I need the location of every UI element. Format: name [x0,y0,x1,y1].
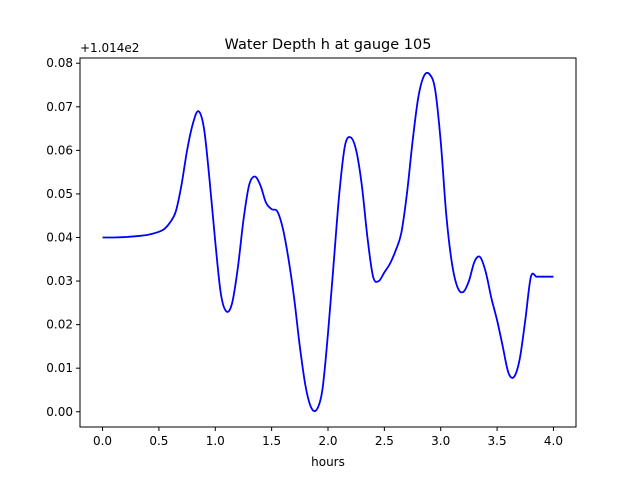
x-tick-label: 2.0 [318,434,337,448]
y-tick-label: 0.00 [46,405,73,419]
y-tick-label: 0.08 [46,56,73,70]
x-tick-label: 0.5 [149,434,168,448]
y-tick-label: 0.01 [46,361,73,375]
x-tick-label: 0.0 [93,434,112,448]
chart-title: Water Depth h at gauge 105 [225,37,432,53]
series-line-0 [102,71,554,413]
x-tick-label: 4.0 [544,434,563,448]
x-tick-label: 3.0 [431,434,450,448]
y-tick-label: 0.03 [46,274,73,288]
y-tick-label: 0.02 [46,318,73,332]
x-axis-label: hours [311,455,345,469]
x-tick-label: 3.5 [488,434,507,448]
y-offset-label: +1.014e2 [80,41,139,55]
y-tick-label: 0.07 [46,100,73,114]
y-tick-label: 0.05 [46,187,73,201]
y-tick-label: 0.06 [46,143,73,157]
x-tick-label: 1.5 [262,434,281,448]
x-tick-label: 2.5 [375,434,394,448]
x-tick-label: 1.0 [206,434,225,448]
y-tick-label: 0.04 [46,230,73,244]
